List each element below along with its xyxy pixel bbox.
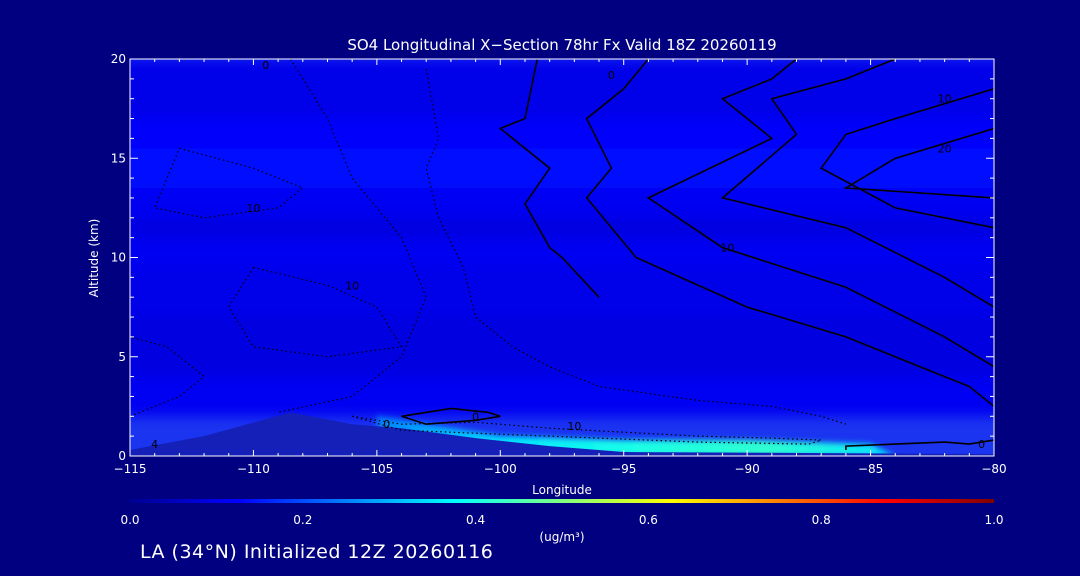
dotted-contour [153, 147, 304, 219]
y-tick-label: 0 [118, 449, 126, 463]
x-tick-label: −100 [484, 462, 517, 476]
concentration-band [130, 59, 994, 119]
y-axis-label: Altitude (km) [87, 219, 101, 298]
contour-lines [130, 59, 994, 450]
contour-label: 10 [246, 202, 260, 215]
colorbar-tick-label: 0.6 [639, 513, 658, 527]
concentration-band [130, 148, 994, 189]
x-tick-label: −95 [611, 462, 636, 476]
solid-contour [820, 88, 994, 229]
solid-contour [843, 127, 994, 199]
colorbar-tick-label: 0.0 [120, 513, 139, 527]
contour-label: 0 [978, 438, 985, 451]
contour-labels: 0 0 10 20 10 10 10 0 0 10 0 4 [151, 59, 985, 451]
solid-contour [498, 59, 600, 298]
solid-contour [646, 59, 994, 368]
colorbar-ticks: 0.0 0.2 0.4 0.6 0.8 1.0 [120, 513, 1003, 527]
dotted-contour [227, 266, 403, 358]
concentration-band [130, 188, 994, 218]
concentration-band [130, 317, 994, 377]
plot-area: 0 0 10 20 10 10 10 0 0 10 0 4 [130, 59, 994, 456]
dotted-contour [425, 68, 847, 425]
x-axis: −115 −110 −105 −100 −95 −90 −85 −80 [114, 59, 1007, 476]
y-tick-label: 20 [111, 52, 126, 66]
x-axis-label: Longitude [532, 483, 592, 497]
colorbar-tick-label: 0.2 [293, 513, 312, 527]
terrain-layer [130, 412, 994, 456]
x-tick-label: −90 [734, 462, 759, 476]
y-tick-label: 10 [111, 251, 126, 265]
solid-contour [720, 59, 994, 308]
contour-label: 0 [383, 418, 390, 431]
concentration-band [130, 118, 994, 149]
contour-label: 0 [262, 59, 269, 72]
contour-label: 4 [151, 438, 158, 451]
terrain [130, 412, 994, 456]
contour-label: 10 [720, 242, 734, 255]
colorbar-tick-label: 0.8 [812, 513, 831, 527]
colorbar-tick-label: 1.0 [984, 513, 1003, 527]
y-axis: 0 5 10 15 20 [111, 52, 994, 463]
contour-label: 10 [345, 279, 359, 292]
initialization-footer: LA (34°N) Initialized 12Z 20260116 [140, 541, 494, 563]
chart-title: SO4 Longitudinal X−Section 78hr Fx Valid… [347, 36, 776, 54]
contour-label: 20 [938, 142, 952, 155]
dotted-contour [277, 59, 427, 413]
x-tick-label: −110 [237, 462, 270, 476]
dotted-contour [352, 415, 822, 445]
concentration-bands [130, 59, 994, 417]
colorbar-units: (ug/m³) [539, 530, 584, 544]
solid-contour [845, 439, 994, 450]
y-tick-label: 15 [111, 151, 126, 165]
y-tick-label: 5 [118, 350, 126, 364]
concentration-band [130, 217, 994, 238]
x-tick-label: −80 [981, 462, 1006, 476]
dotted-contour [130, 336, 206, 417]
solid-contour [585, 59, 994, 408]
x-tick-label: −115 [114, 462, 147, 476]
colorbar-strip [130, 499, 994, 503]
concentration-band [130, 237, 994, 268]
colorbar: 0.0 0.2 0.4 0.6 0.8 1.0 (ug/m³) [120, 499, 1004, 544]
solid-contour [401, 407, 501, 426]
contour-label: 10 [567, 420, 581, 433]
concentration-band [130, 267, 994, 318]
contour-label: 10 [938, 93, 952, 106]
x-tick-label: −105 [360, 462, 393, 476]
concentration-band [130, 376, 994, 417]
colorbar-tick-label: 0.4 [466, 513, 485, 527]
contour-label: 0 [608, 69, 615, 82]
contour-label: 0 [472, 410, 479, 423]
x-tick-label: −85 [858, 462, 883, 476]
